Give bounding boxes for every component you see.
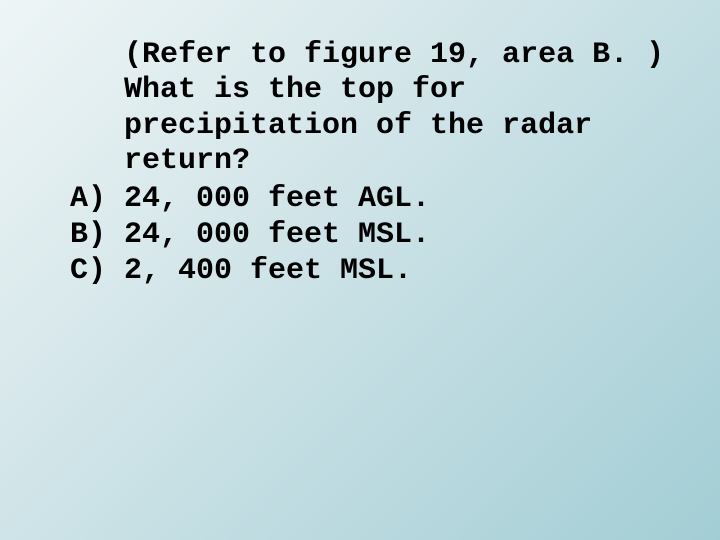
option-c-label: C)	[70, 254, 124, 289]
slide: (Refer to figure 19, area B. ) What is t…	[0, 0, 720, 290]
option-a: A) 24, 000 feet AGL.	[70, 182, 680, 217]
option-a-text: 24, 000 feet AGL.	[124, 182, 680, 217]
option-b-text: 24, 000 feet MSL.	[124, 218, 680, 253]
option-c-text: 2, 400 feet MSL.	[124, 254, 680, 289]
option-b-label: B)	[70, 218, 124, 253]
option-b: B) 24, 000 feet MSL.	[70, 218, 680, 253]
question-text: (Refer to figure 19, area B. ) What is t…	[124, 38, 680, 180]
options-list: A) 24, 000 feet AGL. B) 24, 000 feet MSL…	[70, 182, 680, 290]
option-a-label: A)	[70, 182, 124, 217]
option-c: C) 2, 400 feet MSL.	[70, 254, 680, 289]
